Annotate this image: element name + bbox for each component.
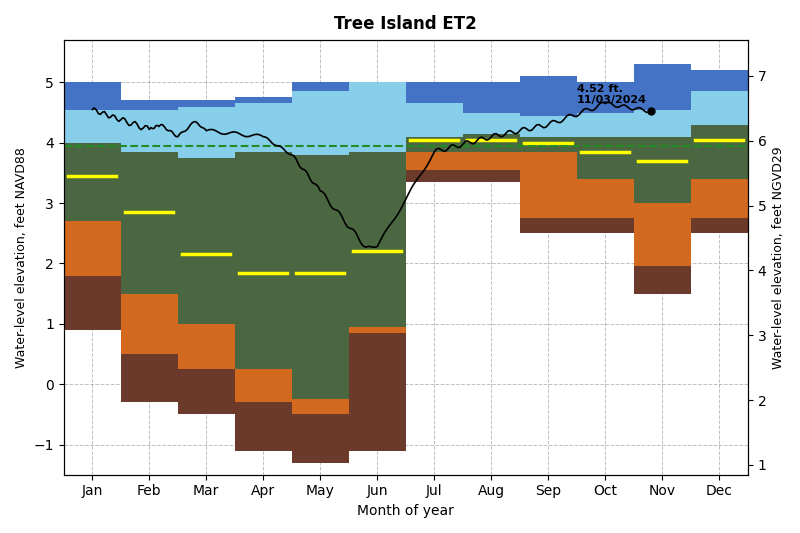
Bar <box>178 158 234 324</box>
Bar <box>577 136 634 179</box>
Bar <box>234 369 292 402</box>
Bar <box>64 143 121 221</box>
Bar <box>691 125 748 179</box>
Y-axis label: Water-level elevation, feet NAVD88: Water-level elevation, feet NAVD88 <box>15 147 28 368</box>
Bar <box>577 179 634 218</box>
Bar <box>634 203 691 266</box>
Bar <box>178 369 234 414</box>
Bar <box>634 64 691 109</box>
Bar <box>577 112 634 136</box>
Bar <box>178 101 234 107</box>
Bar <box>64 83 121 109</box>
Bar <box>121 152 178 294</box>
Bar <box>406 152 463 170</box>
Bar <box>406 170 463 182</box>
Bar <box>64 221 121 276</box>
X-axis label: Month of year: Month of year <box>358 504 454 518</box>
Bar <box>406 103 463 136</box>
Bar <box>463 112 520 134</box>
Bar <box>691 179 748 218</box>
Bar <box>634 266 691 294</box>
Bar <box>634 136 691 203</box>
Bar <box>349 327 406 333</box>
Bar <box>463 170 520 182</box>
Bar <box>634 109 691 136</box>
Bar <box>234 98 292 103</box>
Bar <box>691 92 748 125</box>
Bar <box>520 152 577 218</box>
Bar <box>349 333 406 450</box>
Text: 4.52 ft.
11/03/2024: 4.52 ft. 11/03/2024 <box>577 84 647 106</box>
Bar <box>463 83 520 112</box>
Bar <box>577 83 634 112</box>
Bar <box>520 136 577 152</box>
Bar <box>121 354 178 402</box>
Bar <box>234 402 292 450</box>
Bar <box>178 324 234 369</box>
Bar <box>463 152 520 170</box>
Bar <box>349 152 406 327</box>
Bar <box>463 134 520 152</box>
Bar <box>234 103 292 152</box>
Bar <box>520 218 577 233</box>
Bar <box>121 101 178 109</box>
Bar <box>691 70 748 92</box>
Bar <box>292 155 349 399</box>
Bar <box>121 109 178 152</box>
Bar <box>520 76 577 116</box>
Title: Tree Island ET2: Tree Island ET2 <box>334 15 477 33</box>
Bar <box>234 152 292 369</box>
Bar <box>292 83 349 92</box>
Bar <box>406 83 463 103</box>
Bar <box>292 92 349 155</box>
Bar <box>292 414 349 463</box>
Bar <box>64 109 121 143</box>
Bar <box>64 276 121 330</box>
Bar <box>178 107 234 158</box>
Bar <box>520 116 577 136</box>
Bar <box>292 399 349 414</box>
Bar <box>349 83 406 152</box>
Bar <box>577 218 634 233</box>
Bar <box>406 136 463 152</box>
Bar <box>121 294 178 354</box>
Y-axis label: Water-level elevation, feet NGVD29: Water-level elevation, feet NGVD29 <box>772 146 785 369</box>
Bar <box>691 218 748 233</box>
